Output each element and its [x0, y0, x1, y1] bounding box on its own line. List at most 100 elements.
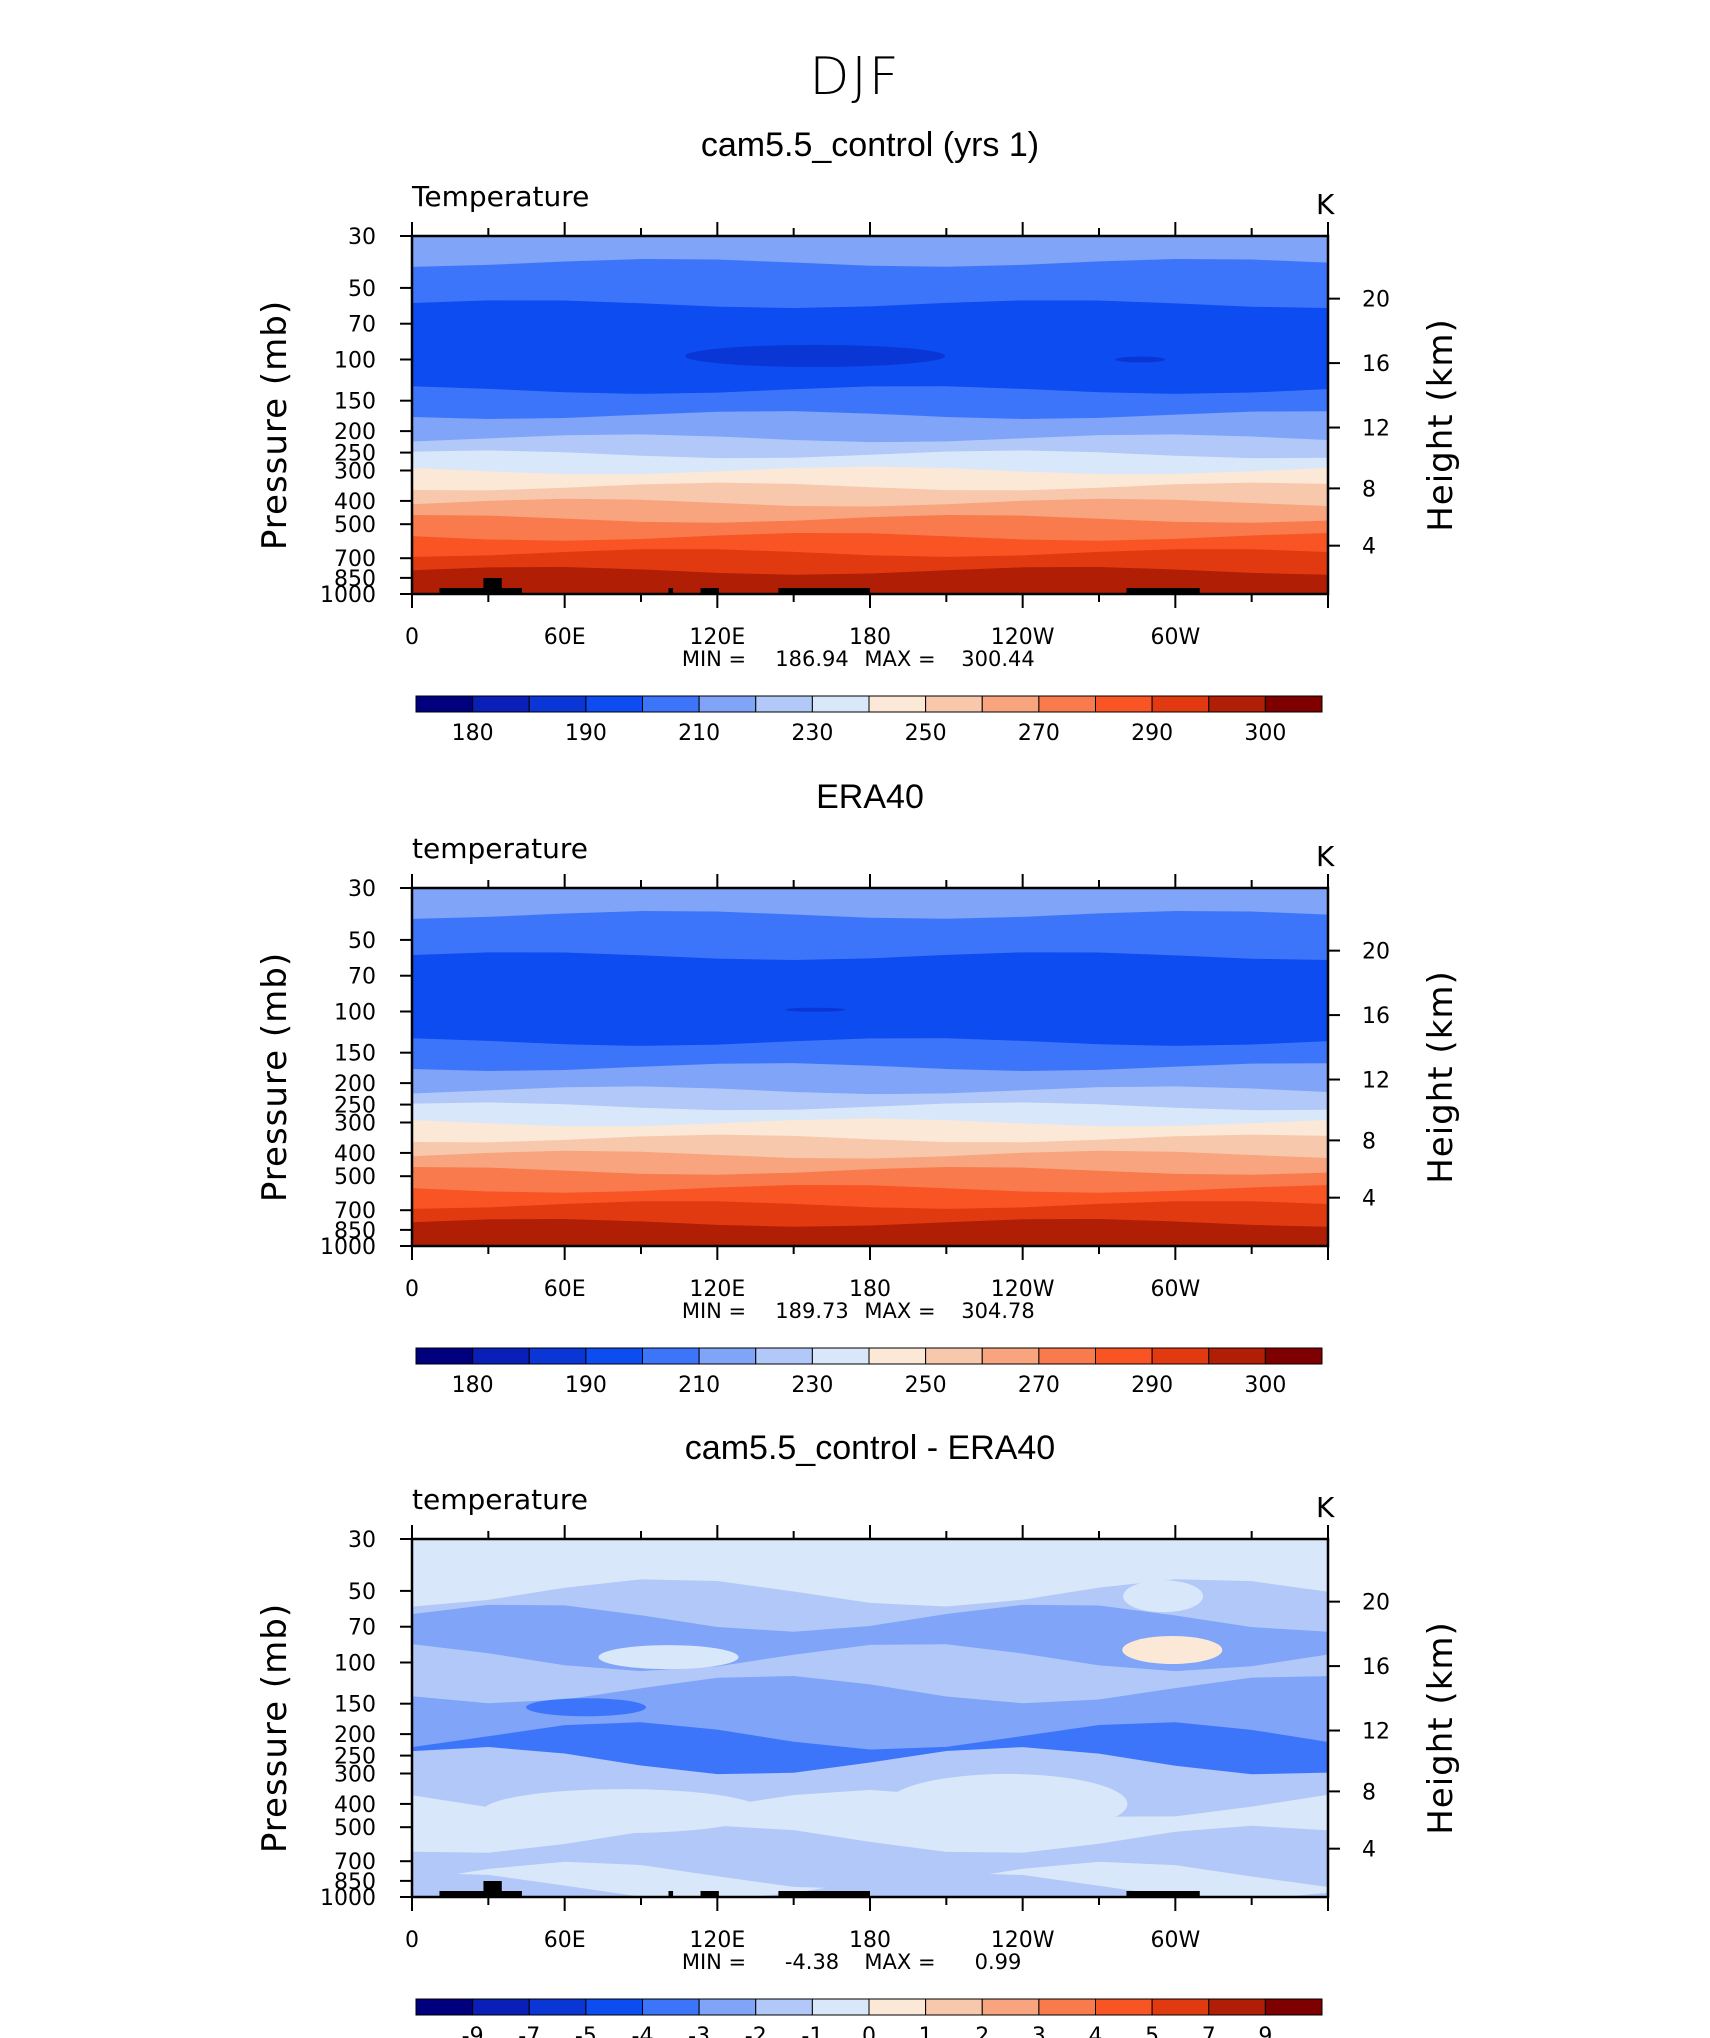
y-tick-label: 250 [334, 1094, 376, 1119]
colorbar-swatch [755, 695, 813, 713]
max-value: 0.99 [975, 1950, 1022, 1974]
y-tick-label: 200 [334, 1723, 376, 1748]
contour-blob [685, 344, 946, 367]
colorbar-swatch [528, 1347, 587, 1365]
y-tick-label: 30 [348, 1528, 376, 1553]
colorbar-swatch [1038, 695, 1096, 713]
y-right-tick-label: 16 [1362, 1655, 1390, 1680]
contour-blob [598, 1645, 739, 1670]
colorbar-swatch [755, 1998, 813, 2016]
colorbar-swatch [642, 1347, 700, 1365]
y-tick-label: 150 [334, 1042, 376, 1067]
x-tick-label: 0 [405, 1277, 419, 1302]
contour-blob [785, 1007, 846, 1012]
colorbar-swatch [1038, 1998, 1096, 2016]
y-right-tick-label: 12 [1362, 417, 1390, 442]
y-tick-label: 250 [334, 1745, 376, 1770]
contour-band [412, 1872, 1328, 1897]
colorbar: 180 190 210 230 250 270 290 300 [415, 1347, 1323, 1398]
colorbar-label: -4 [632, 2024, 654, 2038]
contour-blob [1123, 1580, 1204, 1613]
colorbar-label: 290 [1131, 1373, 1173, 1398]
y-tick-label: 1000 [320, 1886, 376, 1911]
colorbar-swatch [415, 695, 474, 713]
x-tick-label: 120W [991, 1277, 1055, 1302]
colorbar-swatch [981, 695, 1040, 713]
min-label: MIN = [682, 1299, 746, 1323]
x-tick-label: 180 [849, 1277, 891, 1302]
panel-left-label: temperature [412, 1483, 588, 1516]
colorbar-swatch [415, 1347, 474, 1365]
colorbar-swatch [472, 1998, 530, 2016]
x-tick-label: 60E [544, 1277, 586, 1302]
contour-blob [887, 1773, 1128, 1834]
y-tick-label: 700 [334, 1850, 376, 1875]
topography-segment [668, 1891, 674, 1897]
colorbar-swatch [868, 695, 927, 713]
y-tick-label: 70 [348, 313, 376, 338]
contour-band [412, 566, 1328, 594]
colorbar-label: -2 [745, 2024, 767, 2038]
max-value: 304.78 [961, 1299, 1034, 1323]
topography-segment [439, 1891, 522, 1897]
topography [439, 578, 1200, 594]
colorbar: -9 -7 -5 -4 -3 -2 -1 0 1 2 3 4 5 7 9 [415, 1998, 1323, 2038]
colorbar-label: 210 [678, 721, 720, 746]
y-axis-title: Pressure (mb) [255, 952, 295, 1202]
colorbar-swatch [528, 695, 587, 713]
x-tick-label: 60W [1150, 1928, 1200, 1953]
contour-fill [412, 888, 1328, 1246]
colorbar-swatch [642, 695, 700, 713]
y-tick-label: 30 [348, 877, 376, 902]
contour-blob [1115, 356, 1166, 363]
contour-blob [1122, 1635, 1223, 1664]
colorbar-swatch [1264, 1998, 1323, 2016]
y-right-tick-label: 8 [1362, 477, 1376, 502]
y-tick-label: 250 [334, 442, 376, 467]
panel-1: cam5.5_control (yrs 1) Temperature K 30 50 70… [255, 126, 1461, 746]
x-tick-label: 180 [849, 1928, 891, 1953]
colorbar-label: 4 [1089, 2024, 1103, 2038]
colorbar: 180 190 210 230 250 270 290 300 [415, 695, 1323, 746]
y-tick-label: 850 [334, 567, 376, 592]
colorbar-swatch [1095, 695, 1153, 713]
x-axis: 0 60E 120E 180 120W 60W [405, 222, 1329, 650]
y-tick-label: 850 [334, 1219, 376, 1244]
colorbar-swatch [1095, 1998, 1153, 2016]
colorbar-swatch [585, 695, 643, 713]
colorbar-label: 250 [905, 1373, 947, 1398]
colorbar-label: -9 [462, 2024, 484, 2038]
y-right-tick-label: 20 [1362, 940, 1390, 965]
y-tick-label: 300 [334, 1762, 376, 1787]
y-tick-label: 100 [334, 349, 376, 374]
panel-left-label: temperature [412, 832, 588, 865]
colorbar-label: 3 [1032, 2024, 1046, 2038]
contour-band [412, 952, 1328, 1062]
colorbar-swatch [1151, 1347, 1210, 1365]
colorbar-label: 250 [905, 721, 947, 746]
colorbar-label: 190 [565, 1373, 607, 1398]
colorbar-label: 230 [791, 1373, 833, 1398]
y-tick-label: 150 [334, 1693, 376, 1718]
y-right-tick-label: 8 [1362, 1129, 1376, 1154]
y-tick-label: 500 [334, 1816, 376, 1841]
colorbar-label: 7 [1202, 2024, 1216, 2038]
y-right-tick-label: 12 [1362, 1720, 1390, 1745]
x-tick-label: 0 [405, 1928, 419, 1953]
stats: MIN = 186.94 MAX = 300.44 [682, 647, 1035, 671]
colorbar-label: -3 [688, 2024, 710, 2038]
colorbar-label: -7 [518, 2024, 540, 2038]
topography-segment [778, 588, 870, 594]
contour-blob [482, 1789, 763, 1834]
colorbar-label: 190 [565, 721, 607, 746]
topography-segment [483, 578, 502, 594]
y-tick-label: 70 [348, 965, 376, 990]
stats: MIN = -4.38 MAX = 0.99 [682, 1950, 1022, 1974]
topography-segment [483, 1881, 502, 1897]
colorbar-swatch [1095, 1347, 1153, 1365]
colorbar-swatch [868, 1998, 927, 2016]
y-right-axis-title: Height (km) [1421, 318, 1461, 532]
